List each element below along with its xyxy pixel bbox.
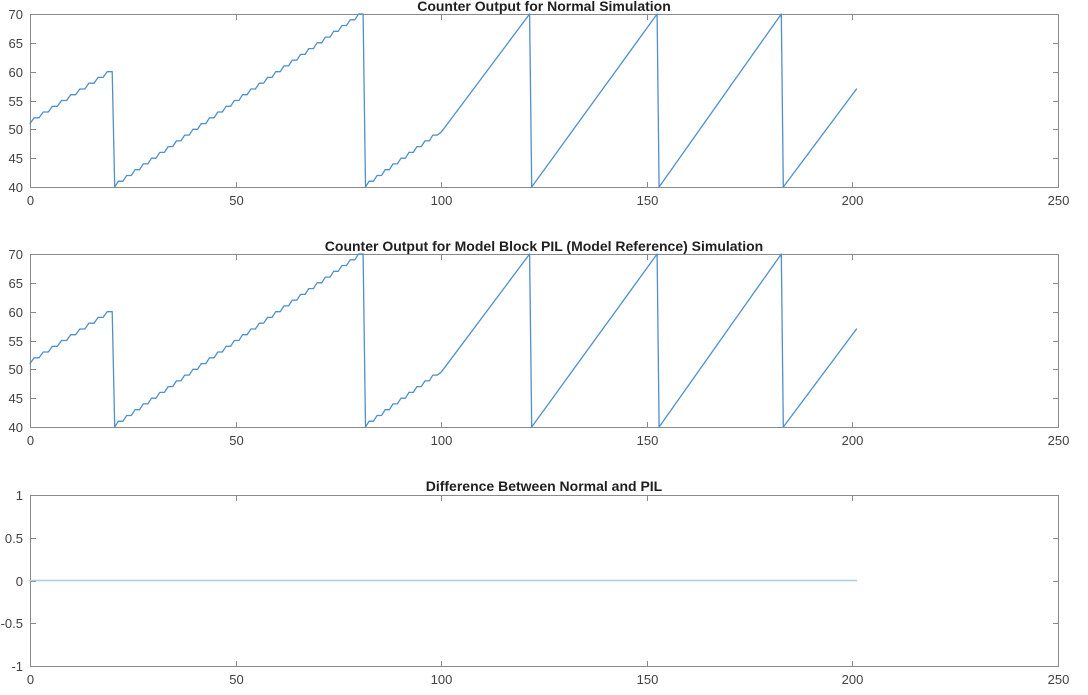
y-tick-label: 70: [9, 7, 23, 22]
x-tick-label: 200: [842, 672, 864, 687]
y-tick-label: 40: [9, 420, 23, 435]
series-line-counter-output-pil: [29, 253, 858, 428]
x-tick-label: 50: [229, 672, 243, 687]
x-tick-label: 100: [431, 193, 453, 208]
y-tick-label: 65: [9, 276, 23, 291]
x-tick-label: 200: [842, 193, 864, 208]
y-tick-label: 0: [16, 574, 23, 589]
x-tick-label: 0: [27, 193, 34, 208]
x-tick-label: 100: [431, 433, 453, 448]
x-tick-label: 150: [637, 193, 659, 208]
y-tick-label: 60: [9, 65, 23, 80]
x-tick-label: 50: [229, 433, 243, 448]
x-tick-label: 0: [27, 433, 34, 448]
x-tick-label: 100: [431, 672, 453, 687]
y-tick-label: 45: [9, 151, 23, 166]
axes-box-0: 0 50 100 150 200 250 40 45 50 55 60 65 70: [9, 7, 1070, 208]
y-tick-label: 0.5: [5, 531, 23, 546]
y-tick-label: 60: [9, 305, 23, 320]
plot-title-pil-simulation: Counter Output for Model Block PIL (Mode…: [324, 238, 764, 254]
x-tick-label: 0: [27, 672, 34, 687]
x-tick-label: 150: [637, 433, 659, 448]
y-tick-label: 50: [9, 362, 23, 377]
x-tick-label: 250: [1048, 672, 1070, 687]
axes-box-1: 0 50 100 150 200 250 40 45 50 55 60 65 70: [9, 247, 1070, 448]
y-tick-label: 55: [9, 94, 23, 109]
x-tick-label: 250: [1048, 193, 1070, 208]
y-tick-label: 65: [9, 36, 23, 51]
x-tick-label: 50: [229, 193, 243, 208]
y-tick-label: 40: [9, 180, 23, 195]
axes-box-2: 0 50 100 150 200 250 -1 -0.5 0 0.5 1: [1, 488, 1070, 687]
x-tick-label: 200: [842, 433, 864, 448]
y-tick-label: 55: [9, 334, 23, 349]
y-tick-label: 70: [9, 247, 23, 262]
y-tick-label: 1: [16, 488, 23, 503]
x-tick-label: 150: [637, 672, 659, 687]
series-line-counter-output-normal: [29, 13, 858, 188]
y-tick-label: -0.5: [1, 616, 23, 631]
y-tick-label: 50: [9, 122, 23, 137]
plot-title-normal-simulation: Counter Output for Normal Simulation: [417, 0, 671, 14]
x-tick-label: 250: [1048, 433, 1070, 448]
plot-title-difference: Difference Between Normal and PIL: [425, 478, 663, 494]
y-tick-label: -1: [11, 659, 23, 674]
y-tick-label: 45: [9, 391, 23, 406]
